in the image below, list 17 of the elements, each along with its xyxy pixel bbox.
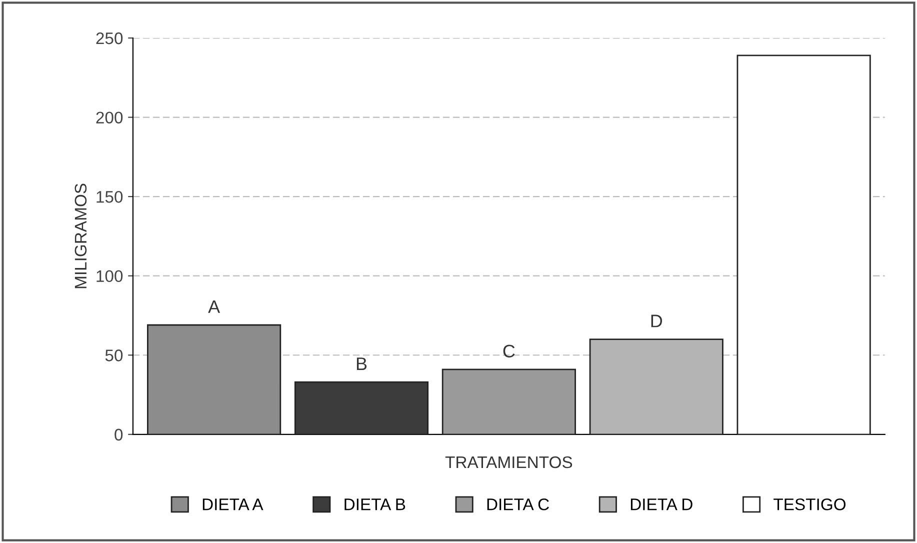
legend-label: DIETA D: [630, 498, 692, 510]
y-tick-label: 50: [105, 350, 123, 362]
annotation: B: [356, 358, 367, 370]
legend-label: DIETA B: [344, 498, 406, 510]
y-tick-label: 150: [96, 190, 123, 203]
annotation: D: [651, 314, 662, 328]
y-tick-label: 200: [96, 112, 123, 124]
legend-label: TESTIGO: [774, 498, 846, 510]
y-tick-label: 250: [96, 32, 123, 44]
y-tick-label: 0: [114, 428, 123, 441]
y-axis-title: MILIGRAMOS: [74, 184, 87, 288]
annotation: A: [208, 300, 220, 313]
x-axis-title: TRATAMIENTOS: [445, 456, 572, 468]
annotation: C: [503, 344, 515, 358]
legend-label: DIETA C: [487, 498, 549, 510]
y-tick-label: 100: [96, 270, 123, 282]
legend-label: DIETA A: [202, 498, 264, 510]
